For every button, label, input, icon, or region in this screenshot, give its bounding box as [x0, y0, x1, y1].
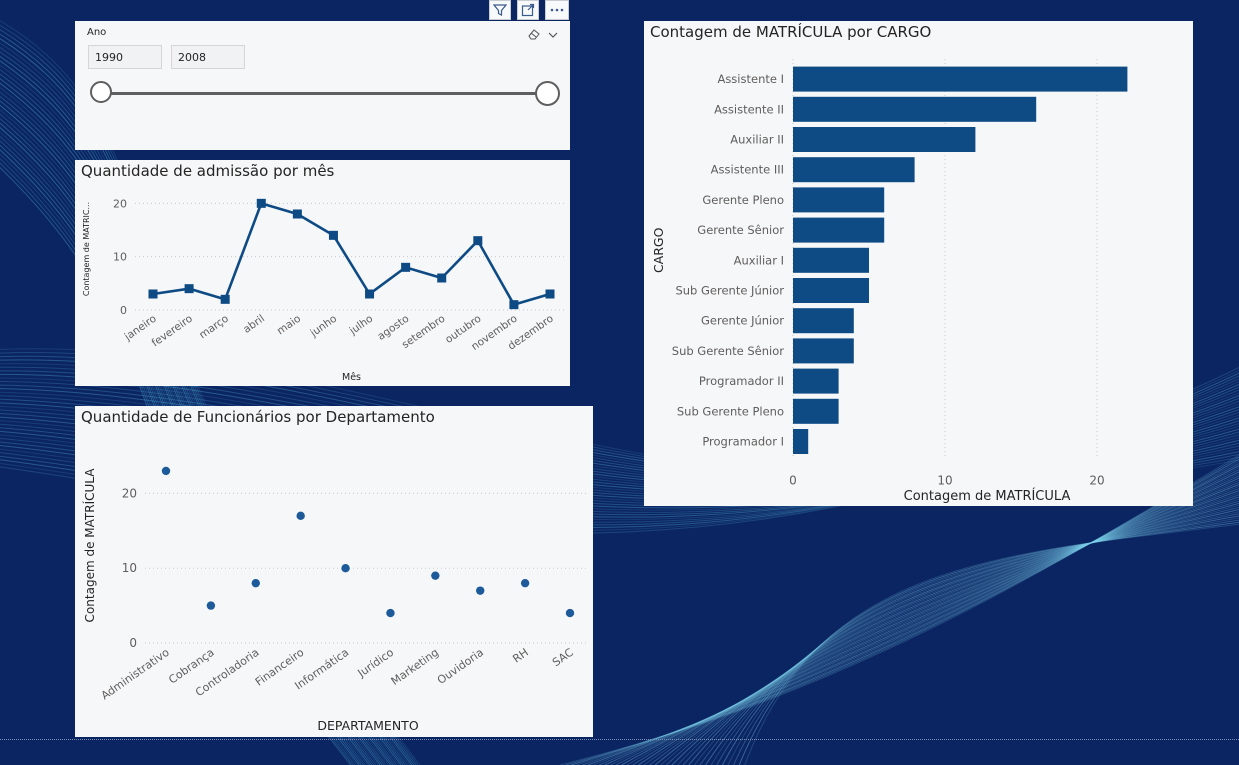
- line-series: [152, 202, 551, 306]
- bar-category-label: Gerente Sênior: [697, 223, 784, 237]
- bar-rect: [793, 217, 885, 243]
- bar-rect: [793, 368, 839, 394]
- scatter-point: [431, 571, 440, 580]
- bar-rect: [793, 278, 869, 303]
- bar-category-label: Assistente I: [717, 72, 784, 86]
- line-marker: [365, 289, 375, 299]
- line-marker: [545, 289, 555, 299]
- bar-rect: [793, 338, 854, 364]
- line-marker: [437, 273, 447, 283]
- line-marker: [328, 230, 338, 240]
- scatter-xtick-label: Marketing: [389, 646, 441, 688]
- line-xtick-label: maio: [275, 313, 303, 338]
- scatter-xtick-label: SAC: [550, 646, 576, 670]
- scatter-point: [161, 466, 171, 476]
- line-marker: [509, 300, 519, 310]
- bar-category-label: Gerente Júnior: [701, 314, 784, 328]
- bar-xtick-label: 0: [789, 474, 797, 488]
- bar-rect: [793, 187, 885, 213]
- slicer-end-input[interactable]: 2008: [171, 45, 245, 69]
- line-xtick-label: abril: [241, 313, 267, 336]
- scatter-point: [296, 511, 305, 521]
- focus-mode-icon[interactable]: [517, 0, 539, 20]
- slider-start-handle[interactable]: [90, 81, 112, 103]
- scatter-point: [341, 564, 350, 573]
- bar-rect: [793, 429, 809, 454]
- bar-rect: [793, 398, 839, 424]
- scatter-ytick-label: 0: [129, 636, 137, 650]
- scatter-chart-title: Quantidade de Funcionários por Departame…: [81, 408, 435, 426]
- slicer-start-input[interactable]: 1990: [88, 45, 162, 69]
- scatter-xlabel: DEPARTAMENTO: [317, 718, 418, 733]
- year-slicer: Ano 1990 2008: [75, 21, 570, 150]
- scatter-ytick-label: 20: [122, 486, 137, 500]
- line-xlabel: Mês: [342, 372, 361, 383]
- bar-category-label: Auxiliar I: [734, 253, 784, 267]
- bar-rect: [793, 96, 1037, 122]
- line-marker: [292, 209, 302, 219]
- scatter-ytick-label: 10: [122, 561, 137, 575]
- bar-category-label: Programador II: [699, 374, 784, 388]
- line-xtick-label: março: [197, 313, 231, 342]
- line-ytick-label: 0: [120, 304, 127, 317]
- line-marker: [401, 262, 411, 272]
- line-xtick-label: julho: [347, 313, 376, 338]
- eraser-icon[interactable]: [527, 25, 541, 44]
- bar-rect: [793, 66, 1128, 92]
- slicer-title: Ano: [87, 27, 107, 38]
- line-marker: [184, 284, 194, 294]
- scatter-xtick-label: Administrativo: [99, 646, 172, 703]
- slider-end-handle[interactable]: [535, 81, 560, 106]
- bar-rect: [793, 247, 869, 273]
- filter-icon[interactable]: [489, 0, 511, 20]
- bar-xtick-label: 10: [937, 474, 952, 488]
- bar-category-label: Gerente Pleno: [702, 193, 784, 207]
- bar-category-label: Auxiliar II: [730, 133, 784, 147]
- page-divider: [0, 739, 1239, 740]
- line-xtick-label: fevereiro: [150, 313, 195, 350]
- bar-category-label: Assistente III: [711, 163, 784, 177]
- line-chart-title: Quantidade de admissão por mês: [81, 162, 335, 180]
- chevron-down-icon[interactable]: [547, 25, 559, 44]
- bar-category-label: Assistente II: [714, 102, 784, 116]
- bar-rect: [793, 308, 854, 334]
- scatter-point: [251, 578, 260, 588]
- line-marker: [148, 289, 158, 299]
- line-marker: [220, 294, 230, 304]
- scatter-point: [520, 578, 530, 588]
- scatter-xtick-label: RH: [510, 646, 530, 666]
- line-ylabel: Contagem de MATRIC...: [82, 202, 91, 296]
- scatter-ylabel: Contagem de MATRÍCULA: [82, 468, 97, 623]
- bar-rect: [793, 157, 915, 183]
- slider-track[interactable]: [103, 92, 548, 95]
- bar-xtick-label: 20: [1089, 474, 1104, 488]
- scatter-xtick-label: Ouvidoria: [435, 646, 486, 687]
- bar-category-label: Sub Gerente Sênior: [672, 344, 785, 358]
- scatter-point: [206, 601, 216, 610]
- bar-chart: 0 10 20 Assistente I Assistente II Auxiliar I…: [651, 59, 1128, 504]
- bar-ylabel: CARGO: [651, 227, 666, 273]
- line-xtick-label: junho: [307, 313, 339, 340]
- bar-xlabel: Contagem de MATRÍCULA: [904, 488, 1071, 504]
- line-marker: [256, 198, 266, 208]
- line-chart-card: Quantidade de admissão por mês 0 10 20 Cont…: [75, 160, 570, 386]
- bar-category-label: Sub Gerente Júnior: [675, 284, 784, 298]
- bar-category-label: Sub Gerente Pleno: [677, 404, 784, 418]
- line-ytick-label: 20: [113, 197, 127, 210]
- scatter-point: [476, 586, 485, 595]
- scatter-point: [565, 608, 575, 618]
- scatter-chart-card: Quantidade de Funcionários por Departame…: [75, 406, 593, 737]
- scatter-point: [386, 608, 395, 618]
- bar-chart-title: Contagem de MATRÍCULA por CARGO: [650, 23, 932, 41]
- line-ytick-label: 10: [113, 251, 127, 264]
- bar-rect: [793, 127, 976, 152]
- bar-chart-card: Contagem de MATRÍCULA por CARGO 0 10 20 Ass…: [644, 21, 1193, 506]
- line-marker: [473, 236, 483, 246]
- bar-category-label: Programador I: [702, 435, 784, 449]
- more-options-icon[interactable]: [545, 0, 569, 20]
- scatter-chart: 0 10 20 Contagem de MATRÍCULA Administrativo…: [82, 466, 587, 733]
